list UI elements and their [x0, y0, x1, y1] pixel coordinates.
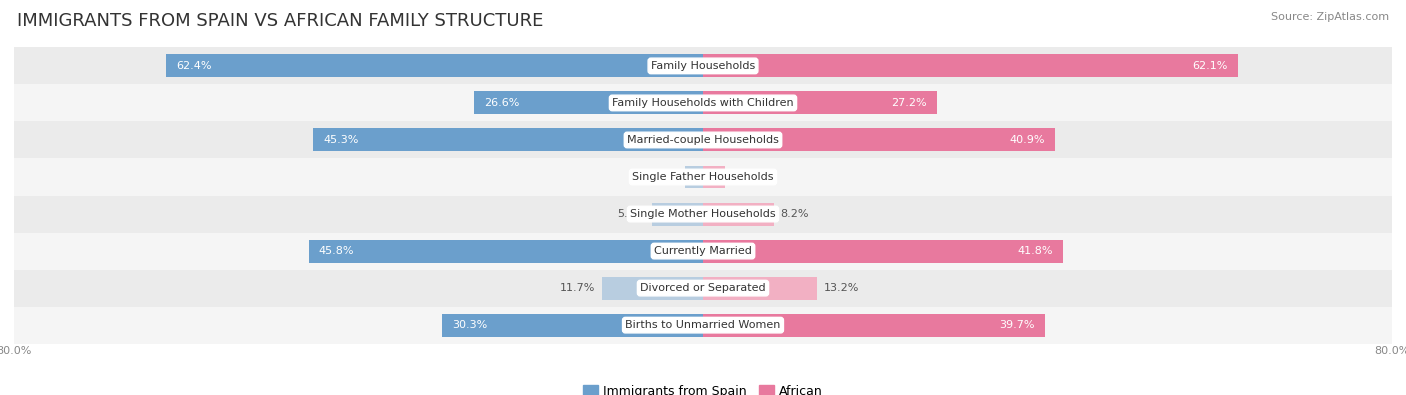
Text: 11.7%: 11.7%	[560, 283, 595, 293]
Bar	[685, 166, 703, 188]
Text: Single Father Households: Single Father Households	[633, 172, 773, 182]
Text: 45.8%: 45.8%	[319, 246, 354, 256]
Bar	[308, 240, 703, 263]
Bar	[14, 158, 1392, 196]
Text: 40.9%: 40.9%	[1010, 135, 1045, 145]
Bar	[166, 55, 703, 77]
Text: 13.2%: 13.2%	[824, 283, 859, 293]
Text: Single Mother Households: Single Mother Households	[630, 209, 776, 219]
Bar	[441, 314, 703, 337]
Text: 41.8%: 41.8%	[1017, 246, 1053, 256]
Text: 39.7%: 39.7%	[1000, 320, 1035, 330]
Text: 62.4%: 62.4%	[176, 61, 211, 71]
Text: 45.3%: 45.3%	[323, 135, 359, 145]
Bar	[14, 47, 1392, 85]
Bar	[703, 55, 1237, 77]
Text: Source: ZipAtlas.com: Source: ZipAtlas.com	[1271, 12, 1389, 22]
Bar	[703, 314, 1045, 337]
Bar	[652, 203, 703, 226]
Bar	[14, 269, 1392, 307]
Bar	[14, 121, 1392, 158]
Text: 2.1%: 2.1%	[650, 172, 678, 182]
Bar	[14, 233, 1392, 269]
Text: 26.6%: 26.6%	[484, 98, 520, 108]
Bar	[14, 307, 1392, 344]
Legend: Immigrants from Spain, African: Immigrants from Spain, African	[578, 380, 828, 395]
Bar	[703, 128, 1056, 151]
Bar	[703, 166, 724, 188]
Bar	[703, 240, 1063, 263]
Text: 27.2%: 27.2%	[891, 98, 927, 108]
Bar	[703, 203, 773, 226]
Text: Family Households: Family Households	[651, 61, 755, 71]
Bar	[703, 276, 817, 299]
Text: 5.9%: 5.9%	[617, 209, 645, 219]
Text: 2.5%: 2.5%	[731, 172, 759, 182]
Text: Divorced or Separated: Divorced or Separated	[640, 283, 766, 293]
Bar	[474, 92, 703, 115]
Bar	[703, 92, 938, 115]
Bar	[602, 276, 703, 299]
Text: Currently Married: Currently Married	[654, 246, 752, 256]
Text: IMMIGRANTS FROM SPAIN VS AFRICAN FAMILY STRUCTURE: IMMIGRANTS FROM SPAIN VS AFRICAN FAMILY …	[17, 12, 543, 30]
Text: Family Households with Children: Family Households with Children	[612, 98, 794, 108]
Text: 30.3%: 30.3%	[453, 320, 488, 330]
Bar	[314, 128, 703, 151]
Bar	[14, 196, 1392, 233]
Text: 62.1%: 62.1%	[1192, 61, 1227, 71]
Text: 8.2%: 8.2%	[780, 209, 808, 219]
Bar	[14, 85, 1392, 121]
Text: Births to Unmarried Women: Births to Unmarried Women	[626, 320, 780, 330]
Text: Married-couple Households: Married-couple Households	[627, 135, 779, 145]
